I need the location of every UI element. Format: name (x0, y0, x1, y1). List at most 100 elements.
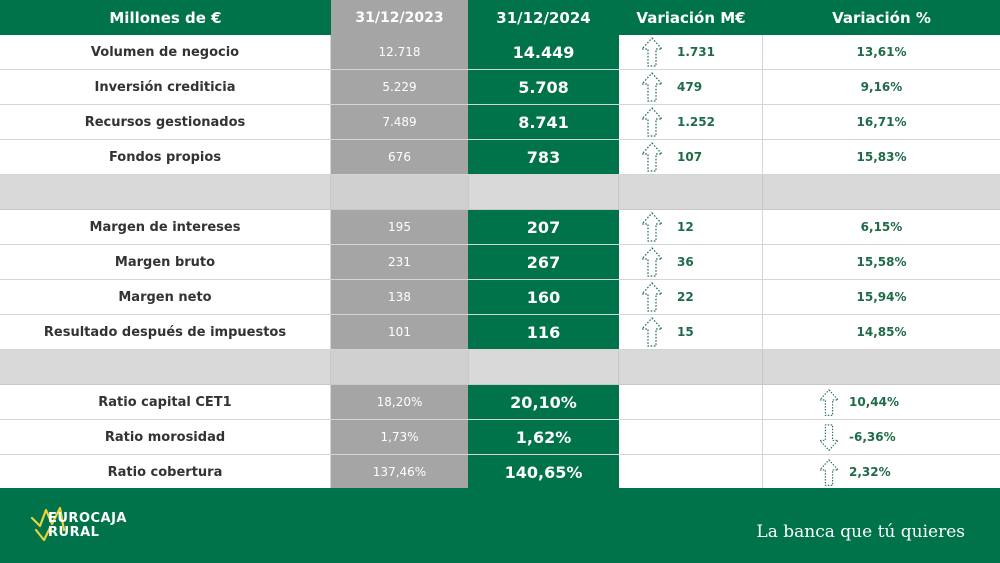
row-label: Resultado después de impuestos (0, 315, 331, 349)
table-row: Ratio cobertura 137,46% 140,65% 2,32% (0, 455, 1000, 490)
table-row: Resultado después de impuestos 101 116 15 14… (0, 315, 1000, 350)
value-2024: 140,65% (468, 455, 619, 489)
variation-abs: 15 (619, 315, 763, 349)
variation-pct: 6,15% (763, 210, 1000, 244)
table-row: Fondos propios 676 783 107 15,83% (0, 140, 1000, 175)
variation-abs-value: 107 (677, 150, 703, 164)
variation-abs: 12 (619, 210, 763, 244)
header-var-abs: Variación M€ (619, 0, 763, 35)
value-2024: 20,10% (468, 385, 619, 419)
table-row: Recursos gestionados 7.489 8.741 1.252 16,71… (0, 105, 1000, 140)
up-arrow-icon (640, 37, 664, 67)
value-2024: 267 (468, 245, 619, 279)
variation-pct: 2,32% (763, 455, 1000, 489)
variation-abs-value: 22 (677, 290, 694, 304)
variation-abs: 36 (619, 245, 763, 279)
variation-abs: 479 (619, 70, 763, 104)
variation-pct-value: 14,85% (856, 325, 907, 339)
up-arrow-icon (640, 72, 664, 102)
tagline: La banca que tú quieres (756, 522, 965, 542)
header-var-pct: Variación % (763, 0, 1000, 35)
variation-abs (619, 420, 763, 454)
table-header: Millones de € 31/12/2023 31/12/2024 Vari… (0, 0, 1000, 35)
up-arrow-icon (818, 389, 840, 416)
up-arrow-icon (818, 459, 840, 486)
logo-text: EUROCAJA RURAL (48, 512, 127, 540)
value-2023: 231 (331, 245, 468, 279)
value-2023: 18,20% (331, 385, 468, 419)
variation-abs: 22 (619, 280, 763, 314)
value-2024: 116 (468, 315, 619, 349)
table-row: Margen de intereses 195 207 12 6,15% (0, 210, 1000, 245)
footer-bar: EUROCAJA RURAL La banca que tú quieres (0, 488, 1000, 563)
variation-abs-value: 15 (677, 325, 694, 339)
value-2024: 5.708 (468, 70, 619, 104)
section-spacer (0, 175, 1000, 210)
table-row: Inversión crediticia 5.229 5.708 479 9,16% (0, 70, 1000, 105)
value-2023: 1,73% (331, 420, 468, 454)
variation-pct-value: 9,16% (860, 80, 903, 94)
row-label: Margen neto (0, 280, 331, 314)
up-arrow-icon (640, 247, 664, 277)
up-arrow-icon (640, 212, 664, 242)
variation-abs: 1.252 (619, 105, 763, 139)
down-arrow-icon (818, 424, 840, 452)
value-2023: 5.229 (331, 70, 468, 104)
variation-abs (619, 385, 763, 419)
logo-line2: RURAL (48, 525, 100, 540)
row-label: Fondos propios (0, 140, 331, 174)
variation-pct: 13,61% (763, 35, 1000, 69)
variation-abs-value: 1.252 (677, 115, 715, 129)
section-spacer (0, 350, 1000, 385)
variation-pct: 15,83% (763, 140, 1000, 174)
header-label-col: Millones de € (0, 0, 331, 35)
variation-pct-value: 2,32% (849, 465, 891, 479)
variation-pct-value: 15,58% (856, 255, 907, 269)
header-2023: 31/12/2023 (331, 0, 468, 35)
logo-line1: EUROCAJA (48, 511, 127, 526)
variation-pct: 10,44% (763, 385, 1000, 419)
row-label: Volumen de negocio (0, 35, 331, 69)
value-2023: 101 (331, 315, 468, 349)
variation-abs (619, 455, 763, 489)
value-2024: 160 (468, 280, 619, 314)
variation-pct-value: 15,83% (856, 150, 907, 164)
variation-pct-value: 16,71% (856, 115, 907, 129)
header-2024: 31/12/2024 (468, 0, 619, 35)
variation-pct-value: 13,61% (856, 45, 907, 59)
row-label: Margen bruto (0, 245, 331, 279)
value-2023: 137,46% (331, 455, 468, 489)
table-row: Volumen de negocio 12.718 14.449 1.731 13,61… (0, 35, 1000, 70)
variation-abs-value: 12 (677, 220, 694, 234)
row-label: Margen de intereses (0, 210, 331, 244)
variation-pct: -6,36% (763, 420, 1000, 454)
row-label: Ratio capital CET1 (0, 385, 331, 419)
table-row: Ratio morosidad 1,73% 1,62% -6,36% (0, 420, 1000, 455)
up-arrow-icon (640, 282, 664, 312)
row-label: Recursos gestionados (0, 105, 331, 139)
row-label: Ratio morosidad (0, 420, 331, 454)
table-row: Margen bruto 231 267 36 15,58% (0, 245, 1000, 280)
value-2024: 8.741 (468, 105, 619, 139)
variation-abs-value: 36 (677, 255, 694, 269)
variation-pct-value: 6,15% (860, 220, 903, 234)
value-2024: 783 (468, 140, 619, 174)
up-arrow-icon (640, 317, 664, 347)
variation-abs-value: 1.731 (677, 45, 715, 59)
variation-pct: 15,58% (763, 245, 1000, 279)
up-arrow-icon (640, 107, 664, 137)
up-arrow-icon (640, 142, 664, 172)
table-row: Ratio capital CET1 18,20% 20,10% 10,44% (0, 385, 1000, 420)
row-label: Inversión crediticia (0, 70, 331, 104)
value-2024: 1,62% (468, 420, 619, 454)
variation-abs: 1.731 (619, 35, 763, 69)
value-2023: 12.718 (331, 35, 468, 69)
variation-abs: 107 (619, 140, 763, 174)
variation-pct-value: -6,36% (849, 430, 896, 444)
value-2023: 7.489 (331, 105, 468, 139)
eurocaja-logo (30, 506, 66, 542)
table-row: Margen neto 138 160 22 15,94% (0, 280, 1000, 315)
value-2024: 207 (468, 210, 619, 244)
variation-pct: 15,94% (763, 280, 1000, 314)
value-2023: 138 (331, 280, 468, 314)
